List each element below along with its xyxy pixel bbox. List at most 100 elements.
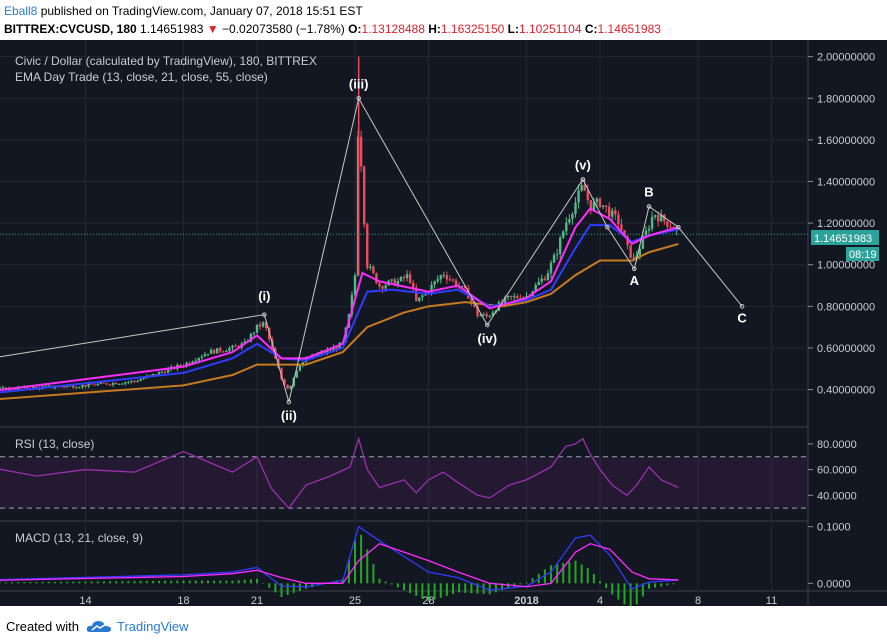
candle-body [574, 202, 577, 214]
macd-hist-bar [53, 581, 56, 584]
candle-body [454, 280, 458, 287]
candle-body [546, 273, 550, 281]
candle-body [644, 230, 648, 236]
macd-hist-bar [11, 582, 13, 584]
candle-body [215, 348, 219, 354]
price-tick-label: 1.20000000 [817, 218, 875, 230]
macd-hist-bar [592, 573, 595, 584]
price-badges: 1.14651983 08:19 [811, 230, 879, 261]
candle-body [650, 216, 654, 229]
candle-body [1, 387, 5, 389]
macd-hist-bar [231, 580, 234, 584]
macd-hist-bar [519, 583, 522, 585]
price-axis[interactable]: 2.00000000 1.80000000 1.60000000 1.40000000… [808, 52, 875, 591]
candle-body [35, 386, 38, 388]
price-tick-label: 0.60000000 [817, 343, 875, 355]
candle-body [44, 385, 47, 387]
candle-body [53, 387, 57, 389]
candle-body [418, 297, 421, 301]
candle-body [68, 385, 72, 387]
macd-hist-bar [237, 580, 240, 584]
chart-header: Eball8 published on TradingView.com, Jan… [0, 0, 887, 40]
candle-body [81, 384, 84, 388]
macd-hist-bar [188, 580, 191, 584]
macd-hist-bar [586, 568, 589, 584]
candle-body [188, 362, 191, 364]
macd-hist-bar [580, 564, 583, 584]
candle-body [252, 332, 256, 334]
candle-body [350, 294, 354, 315]
time-tick-label: 4 [597, 595, 603, 606]
candle-body [243, 341, 246, 344]
candle-body [607, 206, 611, 217]
candle-body [460, 285, 464, 287]
candle-body [555, 253, 559, 255]
macd-hist-bar [507, 583, 510, 589]
candle-body [283, 379, 286, 385]
publish-info: published on TradingView.com, January 07… [37, 4, 363, 18]
time-tick-label: 14 [79, 595, 91, 606]
candle-body [641, 235, 645, 249]
candle-body [586, 190, 589, 200]
candle-body [476, 306, 479, 316]
candle-body [369, 266, 372, 268]
candle-body [660, 214, 663, 222]
price-tick-label: 1.80000000 [817, 93, 875, 105]
candle-body [506, 295, 510, 298]
candle-body [258, 324, 262, 327]
candle-body [194, 360, 197, 362]
candle-body [179, 364, 182, 366]
candle-body [408, 274, 412, 283]
candle-body [375, 273, 378, 284]
candle-body [154, 373, 158, 375]
tradingview-link[interactable]: TradingView [117, 619, 189, 634]
candle-body [47, 385, 50, 387]
candle-body [565, 222, 568, 232]
candle-body [653, 215, 657, 217]
symbol-line: BITTREX:CVCUSD, 180 1.14651983 ▼ −0.0207… [4, 22, 661, 36]
macd-hist-bar [280, 583, 283, 597]
macd-hist-bar [127, 581, 130, 584]
macd-hist-bar [476, 583, 479, 594]
candle-body [124, 382, 127, 384]
macd-hist-bar [268, 583, 271, 588]
chart-area[interactable]: (i) (ii) (iii) (iv) (v) A B C 2.00000000 1.80000… [0, 40, 887, 606]
macd-hist-bar [568, 561, 571, 584]
candle-body [136, 381, 139, 383]
candle-body [151, 373, 155, 376]
macd-hist-bar [445, 583, 448, 596]
candle-body [160, 371, 164, 373]
candle-body [93, 384, 96, 386]
macd-hist-bar [249, 579, 252, 584]
wave-label: (iv) [478, 331, 498, 346]
price-change: −0.02073580 (−1.78%) [222, 22, 345, 36]
candle-body [421, 295, 424, 298]
wave-node [676, 224, 681, 230]
rsi-line [0, 436, 679, 510]
macd-hist-bar [611, 583, 614, 595]
macd-hist-bar [372, 564, 375, 584]
candle-body [139, 379, 142, 382]
author-link[interactable]: Eball8 [4, 4, 38, 18]
candle-body [90, 383, 93, 385]
candle-body [117, 383, 121, 385]
macd-hist-bar [439, 583, 442, 598]
time-tick-label: 2018 [514, 595, 538, 606]
macd-hist-bar [133, 581, 136, 584]
time-axis[interactable]: 14 18 21 25 28 2018 4 8 11 [79, 595, 777, 606]
candle-body [663, 214, 666, 222]
wave-node [739, 304, 745, 309]
price-tick-label: 0.40000000 [817, 385, 875, 397]
price-tick-label: 1.40000000 [817, 176, 875, 188]
wave-node [580, 177, 586, 182]
macd-hist-bar [41, 581, 44, 584]
macd-hist-bar [72, 581, 75, 584]
down-arrow-icon: ▼ [206, 22, 219, 36]
macd-hist-bar [648, 583, 650, 589]
candle-body [191, 361, 194, 364]
candle-body [595, 198, 599, 202]
chart-footer: Created with TradingView [0, 606, 887, 644]
macd-hist-bar [378, 578, 381, 584]
candle-body [592, 201, 596, 211]
wave-label: A [630, 273, 640, 288]
